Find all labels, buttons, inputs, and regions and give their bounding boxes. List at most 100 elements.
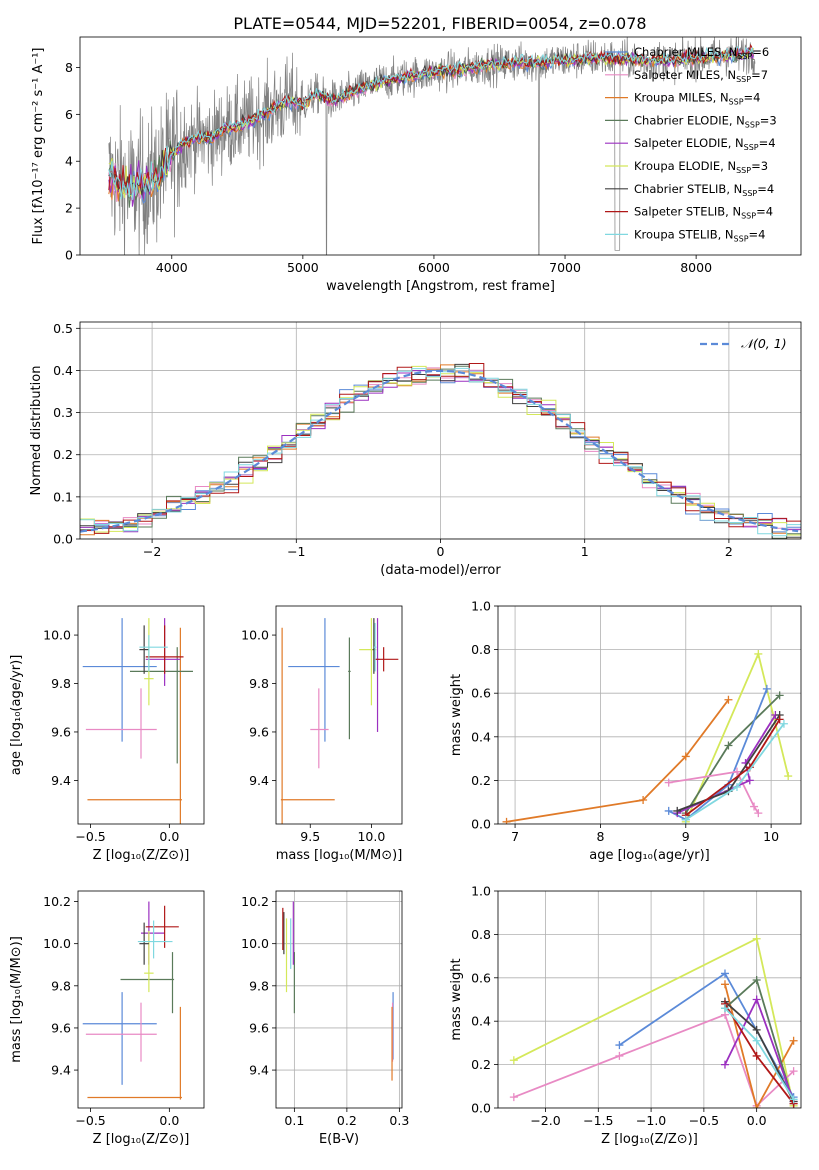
weight-line-chabrier-miles	[618, 972, 795, 1098]
plot-area-weight-vs-age	[498, 606, 801, 824]
x-tick-label: 9	[682, 829, 690, 844]
y-tick-label: 0	[65, 248, 73, 263]
weight-marker	[732, 767, 741, 776]
plot-area-mass-vs-ebv	[276, 891, 402, 1108]
y-tick-label: 0.2	[53, 447, 73, 462]
legend-entry: Salpeter MILES, NSSP=7	[634, 68, 768, 84]
x-tick-label: 0.0	[159, 829, 179, 844]
legend-subscript: SSP	[742, 189, 757, 198]
weight-marker	[720, 1060, 729, 1069]
x-axis-label: Z [log₁₀(Z/Z⊙)]	[93, 848, 190, 863]
y-tick-label: 0.2	[471, 1057, 491, 1072]
weight-line-salpeter-stelib	[685, 718, 781, 817]
y-tick-label: 10.0	[241, 628, 269, 643]
legend-entry: 𝒩(0, 1)	[741, 336, 787, 351]
y-tick-label: 9.4	[51, 1063, 71, 1078]
x-tick-label: 5000	[287, 260, 319, 275]
y-tick-label: 0.6	[471, 686, 491, 701]
y-tick-label: 9.8	[51, 676, 71, 691]
errorbar-chabrier-elodie	[129, 647, 193, 764]
y-axis-label: Flux [fλ10⁻¹⁷ erg cm⁻² s⁻¹ A⁻¹]	[31, 48, 46, 245]
weight-marker	[784, 772, 793, 781]
y-tick-label: 0.8	[471, 927, 491, 942]
x-axis-label: Z [log₁₀(Z/Z⊙)]	[93, 1132, 190, 1147]
y-tick-label: 9.6	[249, 724, 269, 739]
errorbar-salpeter-stelib	[145, 625, 184, 674]
x-axis-label: (data-model)/error	[380, 563, 501, 578]
errorbar-kroupa-stelib	[373, 622, 377, 672]
y-tick-label: 0.3	[53, 405, 73, 420]
axes-frame	[275, 605, 403, 825]
legend-count: =4	[756, 205, 773, 219]
errorbar-kroupa-miles	[87, 1006, 182, 1100]
errorbar-chabrier-elodie	[120, 952, 175, 1014]
axes-frame	[275, 890, 403, 1109]
legend-count: =6	[752, 45, 769, 59]
weight-marker	[779, 719, 788, 728]
y-tick-label: 10.0	[241, 936, 269, 951]
errorbar-salpeter-miles	[85, 1002, 157, 1062]
errorbar-salpeter-stelib	[373, 647, 399, 672]
errorbar-chabrier-miles	[82, 992, 157, 1085]
legend-count: =4	[757, 182, 774, 196]
figure-title: PLATE=0544, MJD=52201, FIBERID=0054, z=0…	[233, 14, 646, 33]
x-axis-label: wavelength [Angstrom, rest frame]	[326, 279, 555, 294]
legend-subscript: SSP	[741, 212, 756, 221]
model-spectrum-kroupa-stelib	[108, 45, 755, 201]
legend-subscript: SSP	[729, 98, 744, 107]
y-tick-label: 2	[65, 201, 73, 216]
y-tick-label: 9.6	[51, 1020, 71, 1035]
axes-frame	[497, 605, 802, 825]
weight-marker	[775, 715, 784, 724]
errorbar-kroupa-miles	[87, 627, 182, 824]
x-tick-label: −1.5	[583, 1113, 613, 1128]
legend-entry: Salpeter ELODIE, NSSP=4	[634, 136, 776, 152]
legend-entry: Kroupa STELIB, NSSP=4	[634, 227, 765, 243]
legend-text: Salpeter MILES, N	[634, 68, 736, 82]
x-axis-label: age [log₁₀(age/yr)]	[589, 848, 710, 863]
x-tick-label: 8	[596, 829, 604, 844]
legend-count: =3	[751, 159, 768, 173]
y-tick-label: 9.4	[249, 1063, 269, 1078]
y-tick-label: 1.0	[471, 599, 491, 614]
weight-marker	[752, 995, 761, 1004]
errorbar-chabrier-stelib	[139, 922, 149, 965]
legend-entry: Kroupa ELODIE, NSSP=3	[634, 159, 768, 175]
weight-marker	[754, 809, 763, 818]
weight-marker	[745, 776, 754, 785]
axes-frame	[79, 36, 802, 256]
x-tick-label: −0.5	[75, 829, 105, 844]
legend-text: Salpeter STELIB, N	[634, 205, 741, 219]
panel-mass-vs-ebv: 0.1 0.2 0.3 9.4 9.6 9.8 10.0 10.2 E(B-V)	[241, 890, 409, 1147]
weight-marker	[789, 1067, 798, 1076]
x-axis-label: Z [log₁₀(Z/Z⊙)]	[601, 1132, 698, 1147]
y-tick-label: 0.2	[471, 773, 491, 788]
y-tick-label: 9.6	[249, 1020, 269, 1035]
y-tick-label: 0.1	[53, 489, 73, 504]
plot-area-mass-vs-Z	[82, 901, 182, 1100]
y-tick-label: 0.4	[471, 729, 491, 744]
plot-area-spectrum	[108, 37, 756, 255]
x-tick-label: −1	[287, 544, 305, 559]
y-tick-label: 9.6	[51, 724, 71, 739]
y-tick-label: 4	[65, 154, 73, 169]
panel-mass-vs-Z: −0.5 0.0 9.4 9.6 9.8 10.0 10.2 Z [log₁₀(Z/Z⊙)] m…	[9, 890, 205, 1147]
weight-marker	[681, 752, 690, 761]
errorbar-chabrier-stelib	[139, 625, 149, 674]
weight-marker	[724, 741, 733, 750]
weight-marker	[673, 806, 682, 815]
axes-frame	[497, 890, 802, 1109]
weight-marker	[789, 1095, 798, 1104]
y-tick-label: 9.4	[51, 773, 71, 788]
legend-subscript: SSP	[744, 143, 759, 152]
plot-area-age-vs-mass	[280, 618, 399, 824]
legend-subscript: SSP	[734, 234, 749, 243]
x-tick-label: 7	[511, 829, 519, 844]
x-tick-label: 0.1	[284, 1113, 304, 1128]
weight-marker	[750, 802, 759, 811]
x-axis-label: E(B-V)	[319, 1132, 359, 1147]
weight-line-kroupa-miles	[506, 699, 730, 823]
axes-frame	[77, 605, 205, 825]
